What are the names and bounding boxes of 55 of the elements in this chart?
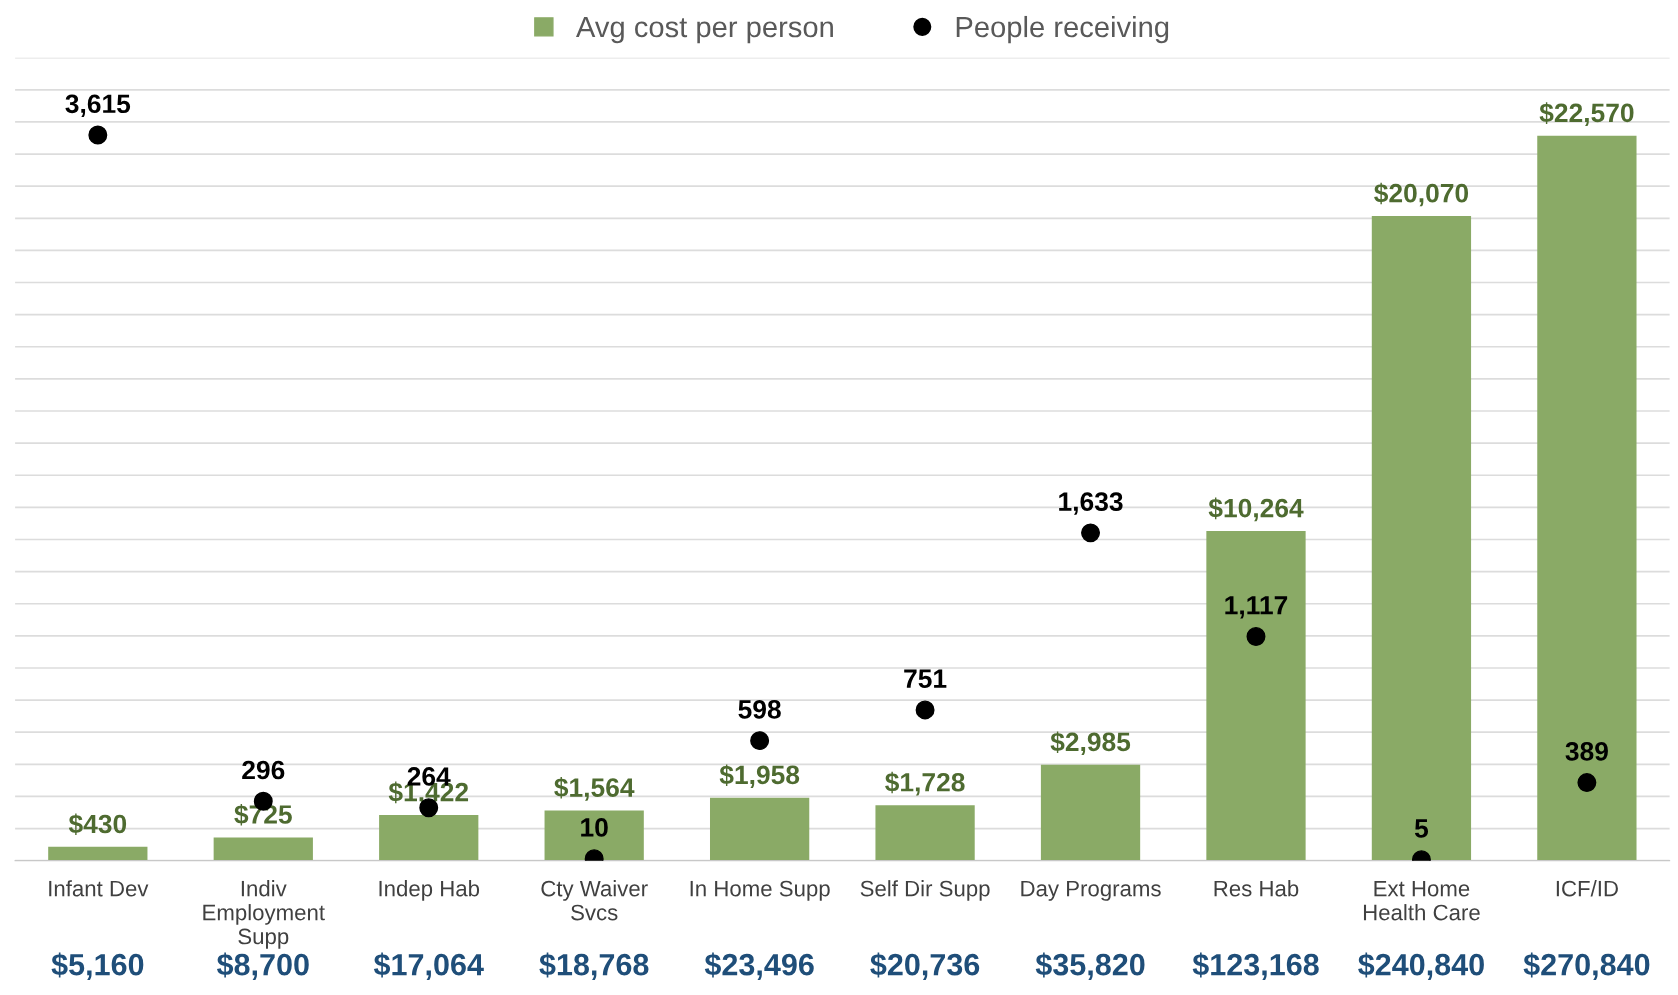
x-tick-label: ICF/ID <box>1556 880 1618 897</box>
bar <box>1537 135 1637 861</box>
data-label: 598 <box>738 700 781 719</box>
data-label: 296 <box>242 760 285 780</box>
text: $8,700 <box>216 952 309 980</box>
point <box>915 700 935 720</box>
bar <box>544 810 644 861</box>
bar <box>379 815 479 861</box>
x-tick-label: Indep Hab <box>379 880 480 901</box>
x-tick-label: Self Dir Supp <box>860 880 990 901</box>
legend-label: Avg cost per person <box>576 17 833 44</box>
text: $23,496 <box>704 952 814 980</box>
text: $20,736 <box>870 952 980 980</box>
data-label: 1,117 <box>1225 596 1288 619</box>
data-label: $1,564 <box>554 777 635 801</box>
bar <box>710 797 810 861</box>
text: $17,064 <box>373 952 484 980</box>
data-label: $430 <box>68 813 127 836</box>
bar <box>1371 216 1472 861</box>
data-label: $20,070 <box>1374 182 1469 207</box>
x-tick-label: Cty Waiver Svcs <box>541 880 648 921</box>
text: $5,160 <box>51 952 144 980</box>
data-label: 389 <box>1565 742 1608 761</box>
text: $123,168 <box>1192 952 1319 980</box>
x-tick-label: Infant Dev <box>49 880 149 897</box>
x-tick-label: Day Programs <box>1021 880 1161 901</box>
x-tick-label: In Home Supp <box>690 880 830 901</box>
data-label: 1,633 <box>1059 492 1123 515</box>
text: $240,840 <box>1358 952 1484 980</box>
data-label: $22,570 <box>1539 102 1634 127</box>
data-label: 751 <box>904 669 947 689</box>
point <box>750 731 770 751</box>
bar <box>213 837 313 861</box>
data-label: $1,958 <box>719 764 800 789</box>
x-tick-label: Res Hab <box>1214 880 1299 897</box>
bar <box>1040 764 1141 861</box>
x-tick-label: Ext Home Health Care <box>1363 880 1480 921</box>
bar <box>48 846 148 861</box>
text: $35,820 <box>1035 952 1145 980</box>
data-label: $10,264 <box>1208 497 1304 522</box>
point <box>1577 773 1597 793</box>
data-label: 5 <box>1414 819 1429 838</box>
point <box>88 125 108 145</box>
data-label: $2,985 <box>1050 731 1131 756</box>
data-label: 3,615 <box>65 94 131 117</box>
bar <box>875 805 975 861</box>
x-tick-label: Indiv Employment Supp <box>203 880 325 949</box>
text: $18,768 <box>539 952 649 980</box>
point <box>1081 523 1101 543</box>
data-label: 10 <box>581 818 608 837</box>
bar <box>1206 531 1306 861</box>
data-label: $1,728 <box>885 771 965 796</box>
text: $270,840 <box>1523 952 1650 980</box>
legend-label: People receiving <box>956 15 1169 44</box>
point <box>1246 626 1266 646</box>
